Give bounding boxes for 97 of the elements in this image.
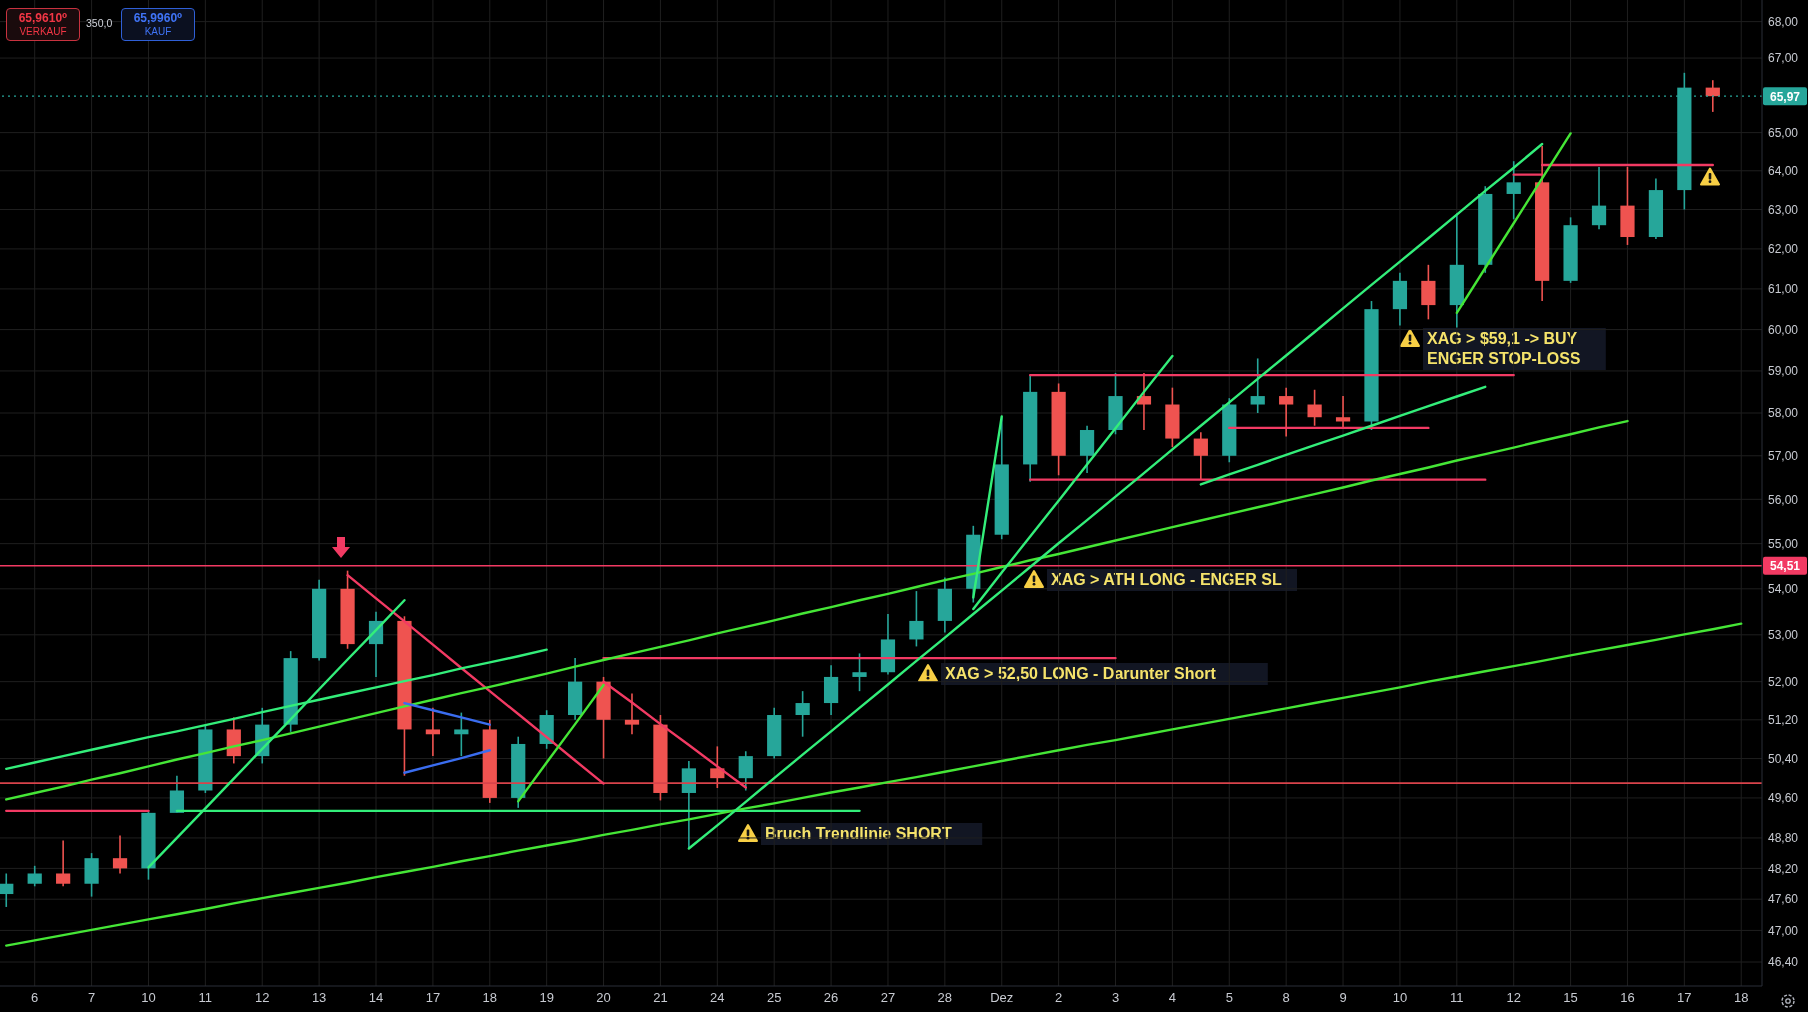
y-tick-label: 64,00 <box>1768 164 1799 179</box>
y-tick-label: 48,20 <box>1768 861 1799 876</box>
candlestick <box>738 750 753 792</box>
y-tick-label: 47,60 <box>1768 892 1799 907</box>
x-tick-label: 7 <box>87 990 96 1006</box>
x-tick-label: 19 <box>539 990 554 1006</box>
x-tick-label: 28 <box>937 990 953 1006</box>
y-tick-label: 65,00 <box>1768 125 1799 140</box>
y-tick-label: 60,00 <box>1768 322 1799 337</box>
annotation: 65,9610⁰ <box>18 11 68 26</box>
candlestick <box>169 774 185 814</box>
y-tick-label: 56,00 <box>1768 492 1799 507</box>
y-tick-label: 59,00 <box>1768 364 1799 379</box>
y-tick-label: 48,80 <box>1768 831 1799 846</box>
candlestick <box>1506 160 1521 221</box>
buy-button: 65,9960⁰ KAUF <box>121 8 195 41</box>
x-tick-label: 17 <box>425 990 441 1006</box>
x-tick-label: 26 <box>823 990 839 1006</box>
candlestick <box>1335 395 1351 429</box>
candlestick <box>1193 431 1208 481</box>
y-tick-label: 47,00 <box>1768 923 1799 938</box>
annotation: XAG > 52,50 LONG - Darunter Short <box>945 665 1217 682</box>
y-tick-label: 46,40 <box>1768 955 1799 970</box>
annotation: Bruch Trendlinie SHORT <box>765 825 952 842</box>
x-tick-label: 8 <box>1282 990 1290 1006</box>
line-series <box>403 749 491 774</box>
y-tick-label: 62,00 <box>1768 242 1799 257</box>
x-tick-label: Dez <box>990 990 1014 1006</box>
annotation: 65,9960⁰ <box>133 11 183 26</box>
candlestick <box>909 590 924 648</box>
ref-line-label: 65,97 <box>1769 89 1801 104</box>
candlestick <box>710 745 725 789</box>
annotation: 350,0 <box>86 17 113 29</box>
y-tick-label: 57,00 <box>1768 449 1799 464</box>
x-tick-label: 20 <box>596 990 611 1006</box>
y-tick-label: 55,00 <box>1768 536 1799 551</box>
x-tick-label: 24 <box>710 990 725 1006</box>
x-tick-label: 16 <box>1620 990 1635 1006</box>
candlestick <box>795 690 810 738</box>
x-tick-label: 4 <box>1168 990 1177 1006</box>
x-tick-label: 2 <box>1055 990 1063 1006</box>
x-tick-label: 25 <box>766 990 782 1006</box>
y-tick-label: 51,20 <box>1768 713 1799 728</box>
annotation: XAG > $59,1 -> BUY ENGER STOP-LOSS <box>1427 330 1581 367</box>
candlestick <box>56 839 71 888</box>
x-tick-label: 10 <box>141 990 156 1006</box>
candlestick <box>624 692 640 736</box>
x-tick-label: 9 <box>1339 990 1347 1006</box>
line-series <box>1455 132 1572 315</box>
annotation: XAG > ATH LONG - ENGER SL <box>1051 571 1282 588</box>
ref-line-label: 54,51 <box>1769 559 1801 574</box>
x-tick-label: 6 <box>31 990 39 1006</box>
x-tick-label: 12 <box>255 990 270 1006</box>
annotation: KAUF <box>144 25 172 37</box>
y-tick-label: 50,40 <box>1768 751 1799 766</box>
candlestick <box>852 652 867 692</box>
sell-button: 65,9610⁰ VERKAUF <box>6 8 80 41</box>
x-tick-label: 10 <box>1392 990 1408 1006</box>
y-tick-label: 68,00 <box>1768 14 1799 29</box>
x-tick-label: 15 <box>1563 990 1578 1006</box>
candlestick <box>1307 388 1322 427</box>
candlestick <box>1705 79 1720 113</box>
candlestick <box>1591 166 1607 230</box>
y-tick-label: 58,00 <box>1768 406 1799 421</box>
line-series <box>346 573 605 785</box>
candlestick <box>0 872 14 908</box>
candlestick <box>425 707 440 757</box>
candlestick <box>1136 372 1152 431</box>
line-series <box>5 419 1629 801</box>
candlestick <box>112 834 128 875</box>
x-tick-label: 14 <box>368 990 384 1006</box>
y-tick-label: 49,60 <box>1768 791 1799 806</box>
x-tick-label: 12 <box>1506 990 1521 1006</box>
line-series <box>5 622 1743 947</box>
x-tick-label: 5 <box>1225 990 1233 1006</box>
line-series <box>1199 385 1487 486</box>
candlestick <box>454 711 469 757</box>
y-tick-label: 61,00 <box>1768 282 1799 297</box>
candlestick <box>1250 357 1265 414</box>
x-tick-label: 18 <box>482 990 498 1006</box>
x-tick-label: 13 <box>311 990 327 1006</box>
y-tick-label: 67,00 <box>1768 51 1799 66</box>
x-tick-label: 17 <box>1677 990 1692 1006</box>
candlestick <box>1279 386 1294 438</box>
x-tick-label: 18 <box>1734 990 1749 1006</box>
y-tick-label: 63,00 <box>1768 202 1799 217</box>
line-series <box>403 701 491 726</box>
candlestick <box>27 865 42 888</box>
x-tick-label: 3 <box>1111 990 1120 1006</box>
x-tick-label: 11 <box>198 990 213 1006</box>
annotation: VERKAUF <box>19 25 67 37</box>
x-tick-label: 11 <box>1450 990 1464 1006</box>
y-tick-label: 54,00 <box>1768 582 1799 597</box>
y-tick-label: 52,00 <box>1768 674 1799 689</box>
x-tick-label: 21 <box>653 990 668 1006</box>
x-tick-label: 27 <box>880 990 896 1006</box>
y-tick-label: 53,00 <box>1768 628 1799 643</box>
